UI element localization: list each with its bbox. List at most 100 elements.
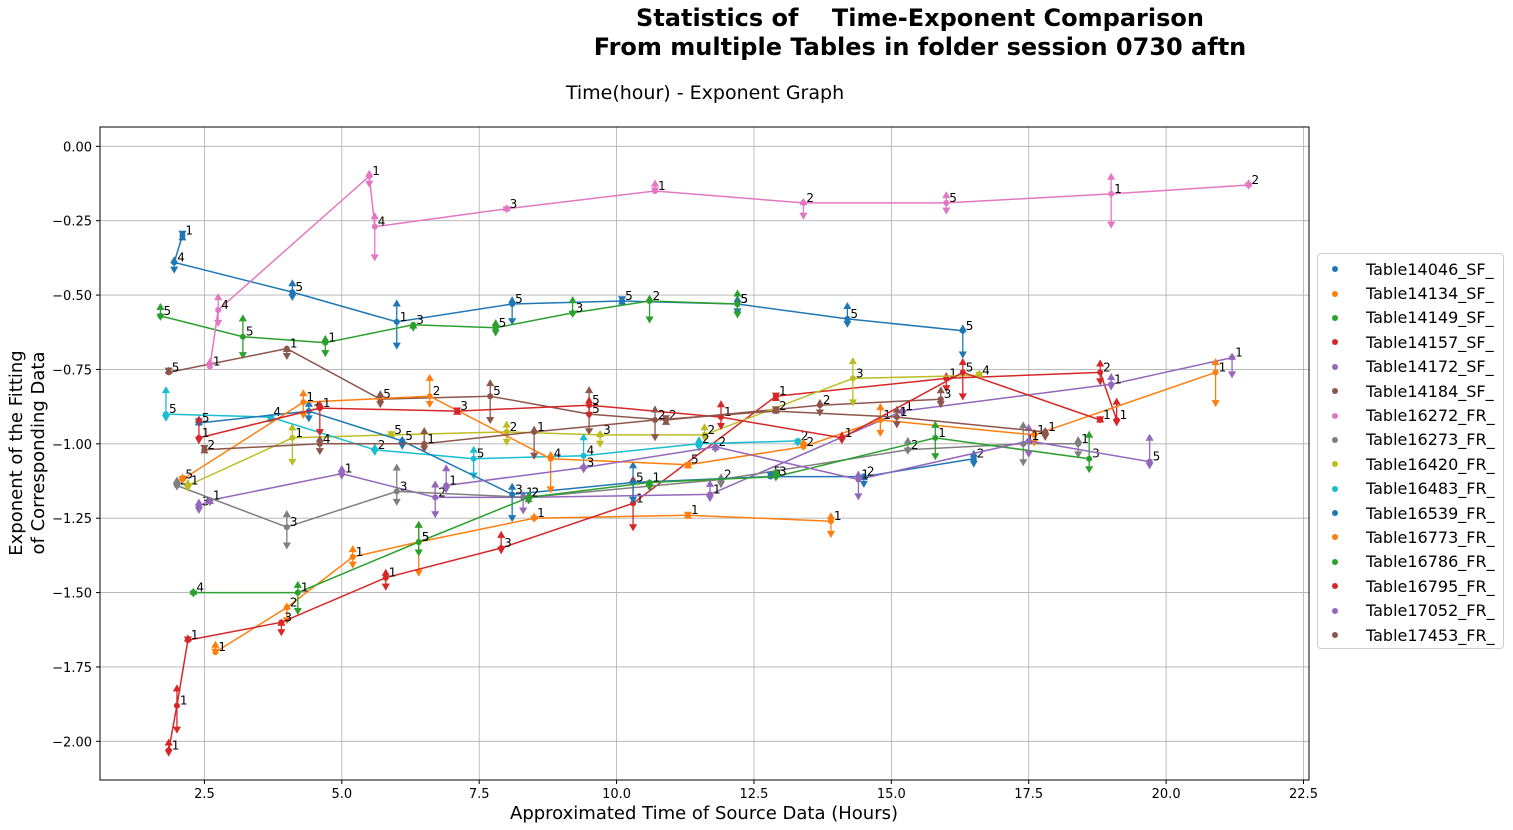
legend-label: Table16773_FR_ <box>1366 527 1495 547</box>
legend-label: Table14184_SF_ <box>1366 381 1494 401</box>
legend-entry: Table14157_SF_ <box>1318 330 1503 354</box>
y-tick-label: −0.25 <box>52 215 92 230</box>
error-cap-bottom <box>815 409 824 417</box>
error-cap-top <box>304 399 313 408</box>
series-line <box>181 371 1216 481</box>
legend-label: Table16420_FR_ <box>1366 454 1495 474</box>
error-cap-top <box>508 482 517 490</box>
data-point <box>509 301 516 308</box>
error-cap-top <box>826 512 835 520</box>
error-cap-bottom <box>508 514 517 523</box>
error-cap-top <box>1211 357 1220 366</box>
data-point <box>382 574 389 581</box>
data-point <box>157 312 164 319</box>
point-label: 3 <box>510 197 518 211</box>
data-point <box>827 518 834 525</box>
data-point <box>162 411 169 418</box>
legend-entry: Table16420_FR_ <box>1318 452 1503 476</box>
x-tick-label: 10.0 <box>602 787 631 802</box>
error-cap-bottom <box>1096 378 1105 386</box>
y-tick-label: −2.00 <box>52 735 92 750</box>
error-cap-bottom <box>1041 433 1050 441</box>
error-cap-bottom <box>299 411 308 420</box>
x-tick-label: 22.5 <box>1289 787 1318 802</box>
y-tick-label: 0.00 <box>63 140 92 155</box>
point-label: 5 <box>740 292 748 306</box>
point-label: 1 <box>328 331 336 345</box>
data-point <box>899 408 906 415</box>
point-label: 2 <box>724 468 732 482</box>
data-point <box>195 503 202 510</box>
error-cap-bottom <box>486 416 495 424</box>
point-label: 3 <box>400 479 408 493</box>
legend-entry: Table16786_FR_ <box>1318 550 1503 574</box>
data-point <box>503 428 510 435</box>
error-cap-bottom <box>843 320 852 328</box>
error-cap-top <box>585 386 594 394</box>
error-cap-top <box>733 289 742 297</box>
error-cap-bottom <box>936 400 945 409</box>
error-cap-bottom <box>596 440 605 448</box>
error-cap-bottom <box>519 507 528 515</box>
legend-marker <box>1332 583 1338 590</box>
error-cap-top <box>942 191 951 199</box>
data-point <box>316 405 323 412</box>
error-cap-top <box>442 464 451 472</box>
point-label: 4 <box>587 444 595 458</box>
point-label: 1 <box>537 506 545 520</box>
data-point <box>184 482 191 489</box>
data-point <box>772 393 779 400</box>
point-label: 4 <box>177 250 185 264</box>
data-point <box>547 455 554 462</box>
data-point <box>179 232 186 239</box>
point-label: 3 <box>603 423 611 437</box>
point-label: 5 <box>422 530 430 544</box>
legend-label: Table14172_SF_ <box>1366 357 1494 377</box>
data-point <box>772 473 779 480</box>
point-label: 2 <box>867 465 875 479</box>
data-point <box>509 491 516 498</box>
error-cap-top <box>1107 373 1116 381</box>
error-cap-bottom <box>288 293 297 302</box>
point-label: 2 <box>532 485 540 499</box>
data-point <box>1042 428 1049 435</box>
series-Table16483_FR_: 5 425 42 2 <box>162 386 809 480</box>
error-cap-bottom <box>491 329 500 337</box>
data-point <box>289 289 296 296</box>
error-cap-top <box>381 568 390 577</box>
error-cap-bottom <box>348 561 357 569</box>
point-label: 5 <box>949 191 957 205</box>
error-cap-bottom <box>585 411 594 420</box>
x-tick-label: 20.0 <box>1152 787 1181 802</box>
data-point <box>816 402 823 409</box>
point-label: 2 <box>823 393 831 407</box>
legend-label: Table14149_SF_ <box>1366 308 1494 328</box>
point-label: 2 <box>806 191 814 205</box>
error-cap-bottom <box>370 254 379 262</box>
error-cap-bottom <box>645 316 654 324</box>
error-cap-top <box>425 373 434 382</box>
legend-entry: Table14134_SF_ <box>1318 281 1503 305</box>
point-label: 1 <box>779 384 787 398</box>
point-label: 1 <box>218 640 226 654</box>
data-point <box>173 702 180 709</box>
error-cap-bottom <box>431 510 440 519</box>
legend-entry: Table16272_FR_ <box>1318 403 1503 427</box>
error-cap-bottom <box>282 542 291 550</box>
data-point <box>1212 369 1219 376</box>
error-cap-bottom <box>1024 450 1033 458</box>
error-cap-bottom <box>859 480 868 488</box>
data-point <box>426 393 433 400</box>
error-cap-bottom <box>876 429 885 437</box>
legend-label: Table14046_SF_ <box>1366 259 1494 279</box>
point-label: 2 <box>669 408 677 422</box>
point-label: 1 <box>389 566 397 580</box>
point-label: 5 <box>1153 450 1161 464</box>
y-axis-ticks: −2.00 −1.75 −1.50 −1.25 −1.00 −0.75 −0.50 −0.25… <box>52 140 100 750</box>
data-point <box>712 443 719 450</box>
y-tick-label: −1.75 <box>52 661 92 676</box>
legend-marker <box>1332 290 1338 297</box>
error-cap-top <box>629 461 637 469</box>
